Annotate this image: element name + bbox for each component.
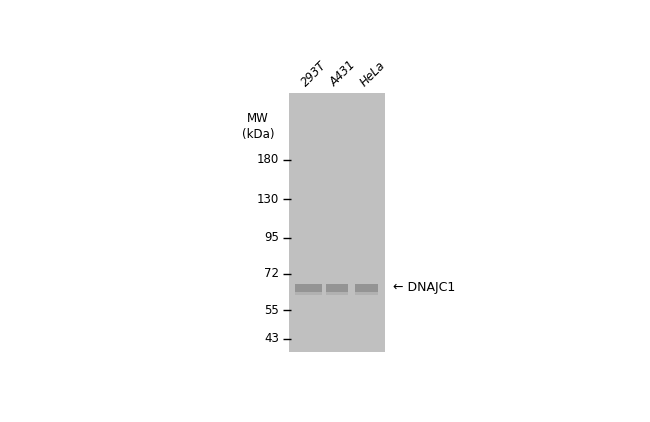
Text: 180: 180 — [257, 154, 279, 167]
Bar — [289, 93, 385, 352]
Bar — [326, 284, 348, 292]
Bar — [355, 292, 378, 295]
Text: HeLa: HeLa — [358, 59, 387, 89]
Text: 43: 43 — [264, 332, 279, 345]
Text: A431: A431 — [328, 58, 359, 89]
Text: MW
(kDa): MW (kDa) — [242, 112, 274, 141]
Text: ← DNAJC1: ← DNAJC1 — [393, 281, 455, 294]
Text: 95: 95 — [264, 231, 279, 244]
Bar — [326, 292, 348, 295]
Text: 72: 72 — [264, 268, 279, 281]
Bar — [355, 284, 378, 292]
Text: 130: 130 — [257, 193, 279, 206]
Bar — [295, 292, 322, 295]
Bar — [295, 284, 322, 292]
Text: 293T: 293T — [299, 59, 330, 89]
Text: 55: 55 — [264, 304, 279, 316]
